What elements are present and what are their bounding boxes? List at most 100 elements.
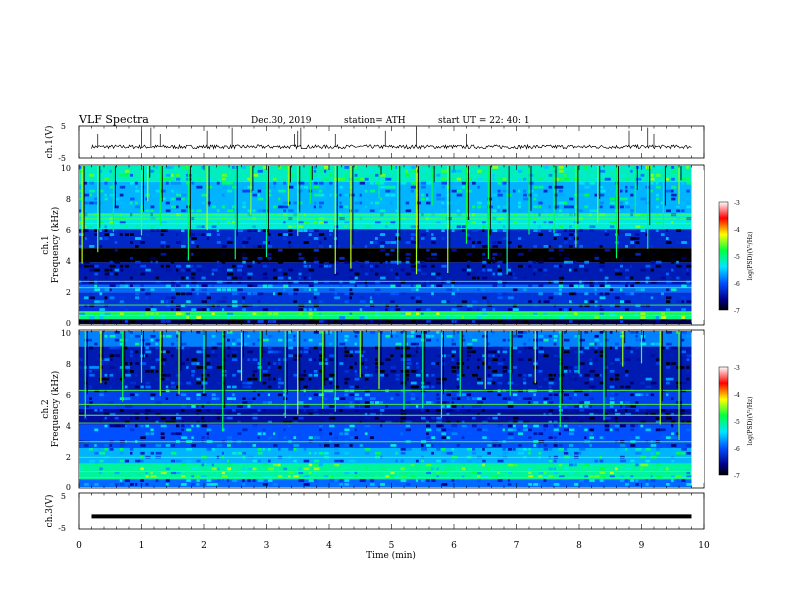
spec-cell [303,185,309,189]
spec-cell [543,475,548,478]
spec-cell [421,312,424,315]
spec-cell [135,424,138,428]
spec-cell [625,201,629,205]
spec-cell [523,448,527,451]
spec-cell [472,205,476,209]
spec-cell [569,197,574,201]
spec-cell [563,308,568,311]
xtick-1: 1 [139,541,145,551]
spec-cell [334,320,338,323]
spec-cell [574,350,580,354]
spec-cell [359,420,362,424]
spec-cell [344,444,350,447]
spec-cell [609,385,615,389]
spec-band [79,390,692,409]
spec-cell [415,193,420,197]
spec-cell [686,221,689,225]
spec-cell [329,260,335,264]
spec-cell [630,479,635,482]
spec-cell [584,268,589,272]
spec-cell [686,189,690,193]
spec-cell [421,409,424,412]
spec-cell [359,181,365,185]
spec-cell [650,451,654,455]
spec-cell [257,432,262,436]
spec-cell [579,362,585,365]
xtick-3: 3 [264,541,270,551]
spec-cell [681,338,685,342]
spec-cell [267,362,271,365]
spec-cell [421,280,424,284]
spec-cell [227,331,233,334]
spec-cell [630,389,634,393]
spec-cell [461,320,466,323]
spec-cell [165,268,172,272]
spec-cell [666,342,672,346]
spec-cell [635,451,642,455]
spec-cell [303,241,309,244]
spec-cell [257,169,263,173]
spec-cell [339,389,346,393]
spec-cell [650,260,655,264]
spec-cell [369,436,374,439]
spec-cell [79,233,84,236]
spec-cell [227,346,231,350]
spec-cell [431,444,434,447]
spec-cell [686,428,691,432]
spec-cell [145,312,150,315]
spec-cell [502,451,509,455]
spec-cell [165,397,168,400]
spec-cell [640,173,645,177]
spec-cell [324,331,329,334]
spec-cell [441,459,447,463]
spec-cell [257,189,262,193]
spec-cell [415,373,421,377]
spec-cell [160,389,167,393]
spec-cell [201,276,206,280]
spec-cell [482,424,487,428]
spec-cell [635,331,639,334]
spec-cell [497,424,503,428]
spec-cell [660,346,665,350]
spec-cell [660,448,664,451]
spec-cell [191,370,195,373]
spec-cell [666,436,671,439]
spec-cell [79,264,83,268]
spec-cell [130,354,133,358]
spec-cell [655,205,659,209]
spec-cell [99,248,102,252]
spec-cell [400,432,403,436]
spec-cell [538,260,544,264]
spec-cell [344,451,349,455]
spec-cell [79,312,85,315]
spec-cell [579,366,584,369]
spec-cell [635,338,641,342]
spec-cell [400,354,404,358]
spec-cell [130,428,135,432]
spec-cell [451,342,456,346]
spec-cell [160,312,165,315]
spec-cell [206,237,210,240]
spec-cell [216,264,223,268]
spec-cell [395,373,400,377]
spec-cell [318,193,325,197]
spec-cell [339,308,342,311]
ch1-ytick-8: 8 [66,195,71,204]
spec-cell [186,448,192,451]
spec-cell [426,409,430,412]
spec-cell [558,181,565,185]
spec-cell [569,284,574,288]
spec-cell [216,331,221,334]
spec-cell [119,193,124,197]
spec-cell [94,173,97,177]
spec-cell [257,320,264,323]
spec-cell [165,201,170,205]
spec-cell [354,436,359,439]
spec-cell [252,424,258,428]
spec-cell [405,424,411,428]
spec-cell [329,479,335,482]
spec-cell [262,432,266,436]
spec-cell [548,448,553,451]
spec-cell [334,451,340,455]
spec-cell [242,416,246,420]
